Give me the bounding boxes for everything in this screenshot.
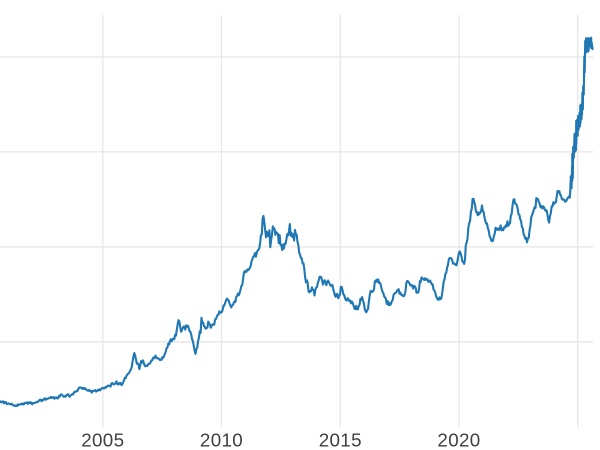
svg-text:2020: 2020 <box>437 430 480 450</box>
svg-text:2005: 2005 <box>81 430 124 450</box>
svg-text:2010: 2010 <box>200 430 243 450</box>
svg-text:2015: 2015 <box>319 430 362 450</box>
